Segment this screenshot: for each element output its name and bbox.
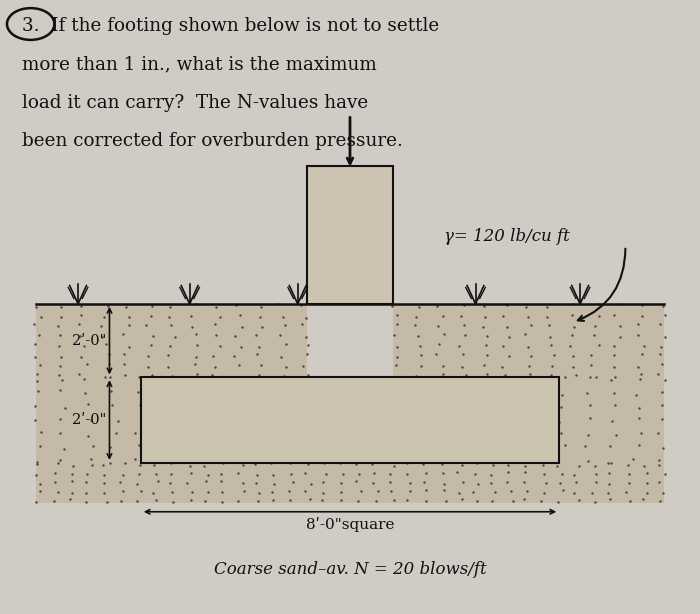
- Bar: [307, 166, 393, 304]
- Text: Coarse sand–av. N = 20 blows/ft: Coarse sand–av. N = 20 blows/ft: [214, 561, 486, 578]
- Text: load it can carry?  The N-values have: load it can carry? The N-values have: [22, 94, 369, 112]
- Text: 2ʹ-0": 2ʹ-0": [71, 333, 106, 348]
- Bar: [141, 377, 559, 463]
- Text: γ= 120 lb/cu ft: γ= 120 lb/cu ft: [444, 228, 570, 245]
- Text: 2ʹ-0": 2ʹ-0": [71, 413, 106, 427]
- Text: more than 1 in., what is the maximum: more than 1 in., what is the maximum: [22, 55, 377, 73]
- Bar: [36, 377, 141, 463]
- Bar: [393, 304, 664, 377]
- Bar: [559, 377, 664, 463]
- Text: 3.  If the footing shown below is not to settle: 3. If the footing shown below is not to …: [22, 17, 440, 34]
- Text: 8ʹ-0"square: 8ʹ-0"square: [306, 516, 394, 532]
- Bar: [36, 463, 664, 503]
- Bar: [36, 304, 307, 377]
- Text: been corrected for overburden pressure.: been corrected for overburden pressure.: [22, 132, 403, 150]
